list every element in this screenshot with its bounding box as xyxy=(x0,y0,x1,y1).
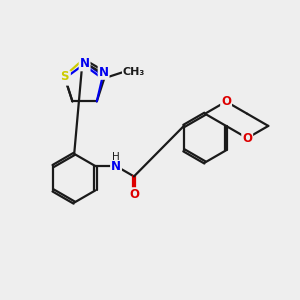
Text: N: N xyxy=(80,57,90,70)
Text: CH₃: CH₃ xyxy=(123,67,145,77)
Text: O: O xyxy=(221,95,231,108)
Text: O: O xyxy=(129,188,139,201)
Text: N: N xyxy=(111,160,121,172)
Text: H: H xyxy=(112,152,120,161)
Text: N: N xyxy=(60,72,70,85)
Text: N: N xyxy=(99,66,109,79)
Text: O: O xyxy=(242,132,252,145)
Text: S: S xyxy=(60,70,69,83)
